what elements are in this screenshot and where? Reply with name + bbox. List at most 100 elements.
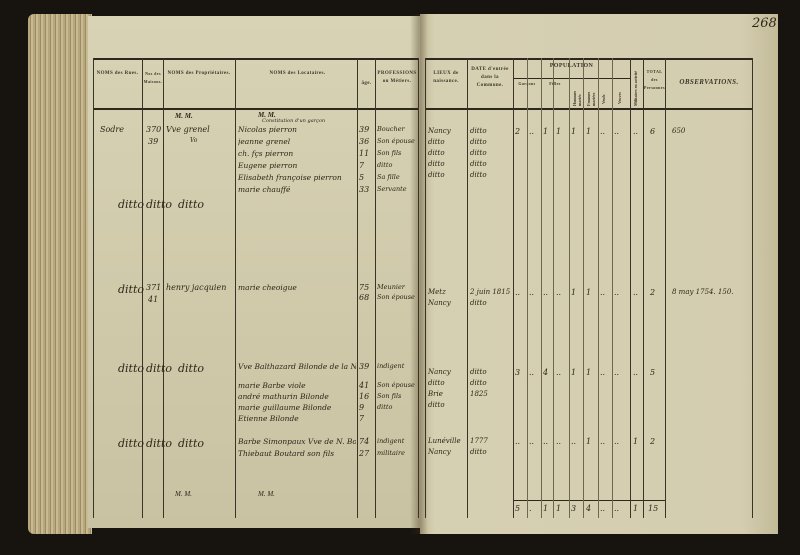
street-name: Sodre [100,125,124,134]
population-count: 1 [556,127,562,136]
header-numbers: Nos des Maisons. [143,71,163,84]
tenant-profession: Meunier [377,283,405,291]
column-rule [425,58,426,518]
population-count: .. [600,288,606,297]
population-count: 2 [515,127,521,136]
entry-date: 2 juin 1815 [470,288,511,296]
military-count: .. [633,368,639,377]
tenant-name: Vve Balthazard Bilonde de la Noue [238,362,356,371]
header-age: âge. [361,81,372,86]
birthplace: ditto [428,171,445,179]
tenant-profession: Son fils [377,392,402,400]
entry-date: ditto [470,299,487,307]
tenant-age: 7 [359,161,365,170]
house-number-sub: 39 [148,137,159,146]
entry-date: ditto [470,127,487,135]
population-total: . [529,504,532,513]
tenant-profession: Sa fille [377,173,400,181]
page-number: 268 [752,16,777,31]
tenant-age: 41 [359,381,370,390]
left-page [88,16,420,528]
population-count: .. [543,437,549,446]
total-count: 2 [650,437,656,446]
book-gutter [410,14,428,534]
header-girls: Filles [549,81,561,86]
header-military: Militaires en activité [633,70,638,106]
population-total: 5 [515,504,521,513]
column-rule [643,58,644,518]
column-rule [142,58,143,518]
owner-name: ditto [178,437,205,450]
header-professions: PROFESSIONS ou Métiers. [377,71,417,84]
population-total: 4 [586,504,592,513]
population-count: .. [529,437,535,446]
tenant-name: Etienne Bilonde [238,414,299,423]
population-count: 3 [515,368,521,377]
population-count: .. [600,127,606,136]
tenant-profession: Son épouse [377,381,415,389]
entry-date: 1825 [470,390,488,398]
header-observations: OBSERVATIONS. [679,78,739,86]
population-count: 1 [586,368,592,377]
population-count: .. [614,368,620,377]
population-count: .. [600,368,606,377]
birthplace: ditto [428,149,445,157]
tenant-age: 5 [359,173,365,182]
observation: 8 may 1754. 150. [672,288,734,296]
tenant-profession: Son épouse [377,137,415,145]
tenant-name: marie Barbe viole [238,381,306,390]
population-count: .. [515,437,521,446]
population-count: .. [556,368,562,377]
footer-mm-tenants: M. M. [258,490,275,498]
street-name: ditto [118,283,145,296]
population-total: 1 [543,504,549,513]
header-streets: NOMS des Rues. [96,71,139,76]
house-number: ditto [146,437,173,450]
population-count: 1 [586,288,592,297]
tenant-profession: ditto [377,403,393,411]
population-count: 1 [586,127,592,136]
population-count: 1 [571,288,577,297]
tenant-profession: indigent [377,362,405,370]
tenant-age: 27 [359,449,370,458]
house-number: ditto [146,362,173,375]
column-rule [527,58,528,518]
header-owners: NOMS des Propriétaires. [167,71,231,76]
tenant-name: marie guillaume Bilonde [238,403,332,412]
column-rule [541,58,542,518]
tenant-profession: Son épouse [377,293,415,301]
birthplace: ditto [428,401,445,409]
population-count: .. [556,288,562,297]
header-top-rule [93,58,418,60]
birthplace: Nancy [428,368,451,376]
military-total: 1 [633,504,639,513]
house-number: 370 [146,125,162,134]
tenant-age: 33 [359,185,370,194]
column-rule [375,58,376,518]
population-count: .. [614,437,620,446]
mm-owners-label: M. M. [175,112,193,120]
owner-name: ditto [178,362,205,375]
total-count: 2 [650,288,656,297]
header-population: POPULATION [549,63,594,69]
population-count: 1 [571,368,577,377]
population-total: .. [614,504,620,513]
entry-date: ditto [470,138,487,146]
column-rule [418,58,419,518]
tenant-name: marie chauffé [238,185,291,194]
tenant-age: 11 [359,149,370,158]
tenant-name: andré mathurin Bilonde [238,392,329,401]
street-name: ditto [118,362,145,375]
tenant-age: 75 [359,283,370,292]
tenant-name: Thiebaut Boutard son fils [238,449,335,458]
tenant-name: Elisabeth françoise pierron [238,173,342,182]
birthplace: ditto [428,379,445,387]
tenant-name: Eugene pierron [238,161,298,170]
entry-date: ditto [470,160,487,168]
population-count: .. [529,127,535,136]
military-count: .. [633,127,639,136]
population-count: 1 [586,437,592,446]
house-number: 371 [146,283,162,292]
owner-name: Vve grenel [166,125,210,134]
